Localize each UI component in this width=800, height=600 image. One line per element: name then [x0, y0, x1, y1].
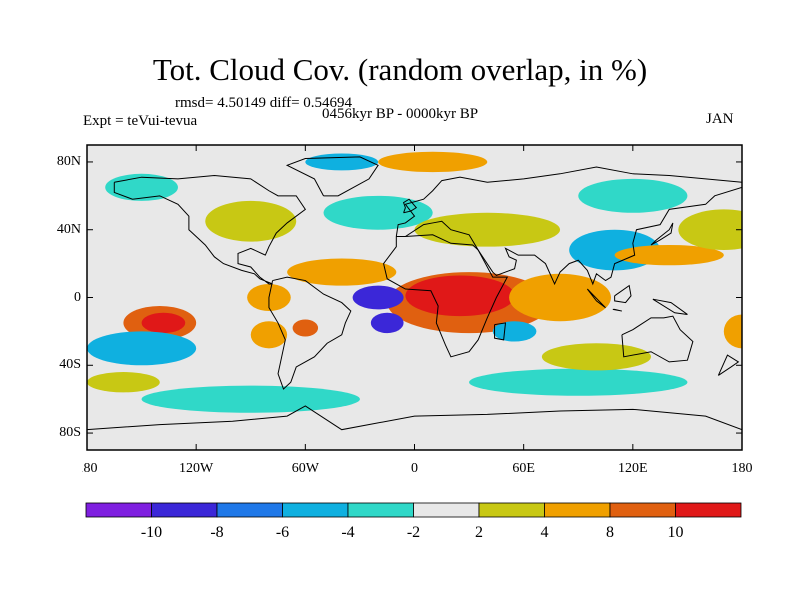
anomaly-patch: [578, 178, 688, 213]
colorbar-label: 2: [475, 524, 483, 541]
colorbar-swatch: [347, 502, 414, 518]
lat-tick-label: 80N: [56, 153, 81, 169]
colorbar-swatch: [609, 502, 676, 518]
coastline: [612, 308, 623, 312]
map-title: Tot. Cloud Cov. (random overlap, in %): [152, 52, 648, 87]
colorbar-label: 4: [541, 524, 549, 541]
month-label: JAN: [706, 111, 734, 127]
colorbar-swatch: [413, 502, 480, 518]
lon-tick-label: 120W: [179, 461, 214, 476]
coastline: [87, 405, 742, 431]
coastline: [402, 198, 418, 214]
lat-tick-label: 80S: [59, 425, 81, 441]
colorbar-swatch: [544, 502, 611, 518]
anomaly-patch: [250, 321, 288, 349]
lat-tick-label: 0: [74, 289, 81, 305]
anomaly-patch: [405, 275, 515, 317]
coastline: [383, 234, 509, 358]
colorbar-label: -6: [276, 524, 289, 541]
coastline: [614, 284, 632, 304]
anomaly-patch: [87, 372, 160, 393]
anomaly-patch: [414, 212, 561, 247]
anomaly-map: 180 120W 60W 0 60E 120E 180: [82, 144, 753, 476]
anomaly-patch: [292, 319, 319, 337]
coastline: [113, 174, 307, 285]
anomaly-patch: [469, 368, 688, 396]
lon-tick-label: 0: [411, 461, 418, 476]
coastline: [650, 222, 674, 246]
coastline: [268, 276, 352, 390]
anomaly-patch: [723, 314, 742, 349]
anomaly-patch: [352, 285, 404, 310]
colorbar-swatch: [478, 502, 545, 518]
period-label: 0456kyr BP - 0000kyr BP: [322, 106, 479, 122]
coastline: [586, 288, 606, 309]
lon-tick-label: 60E: [512, 461, 535, 476]
anomaly-patch: [509, 273, 611, 322]
lon-tick-label: 60W: [292, 461, 320, 476]
coastline: [285, 156, 379, 197]
anomaly-patch: [87, 331, 197, 366]
lat-tick-label: 40S: [59, 357, 81, 373]
coastline: [621, 315, 694, 363]
lon-tick-label: 180: [82, 461, 98, 476]
coastline: [395, 166, 742, 286]
anomaly-patch: [541, 343, 652, 371]
anomaly-patch: [370, 312, 404, 334]
lon-tick-label: 120E: [618, 461, 648, 476]
colorbar-label: -10: [141, 524, 162, 541]
colorbar-swatch: [151, 502, 218, 518]
experiment-label: Expt = teVui-tevua: [83, 113, 198, 129]
anomaly-patch: [305, 153, 379, 171]
stats-line: rmsd= 4.50149 diff= 0.54694: [175, 95, 353, 111]
anomaly-patch: [141, 385, 360, 413]
colorbar-label: 8: [606, 524, 614, 541]
anomaly-patch: [105, 173, 178, 201]
coastline: [494, 322, 507, 341]
colorbar-label: -4: [341, 524, 354, 541]
anomaly-patch: [205, 200, 297, 242]
coastline: [652, 298, 688, 315]
colorbar-swatch: [282, 502, 349, 518]
colorbar-label: 10: [668, 524, 684, 541]
colorbar: -10 -8 -6 -4 -2 2 4 8 10: [85, 502, 742, 541]
colorbar-label: -2: [407, 524, 420, 541]
anomaly-patch: [287, 258, 397, 286]
colorbar-label: -8: [210, 524, 223, 541]
coastline: [717, 354, 740, 376]
colorbar-swatch: [85, 502, 152, 518]
colorbar-swatch: [675, 502, 742, 518]
anomaly-patch: [614, 244, 724, 266]
anomaly-patch: [678, 209, 742, 251]
lat-tick-label: 40N: [56, 221, 81, 237]
anomaly-patch: [141, 312, 186, 334]
colorbar-swatch: [216, 502, 283, 518]
anomaly-patch: [378, 151, 488, 173]
lon-tick-label: 180: [732, 461, 753, 476]
